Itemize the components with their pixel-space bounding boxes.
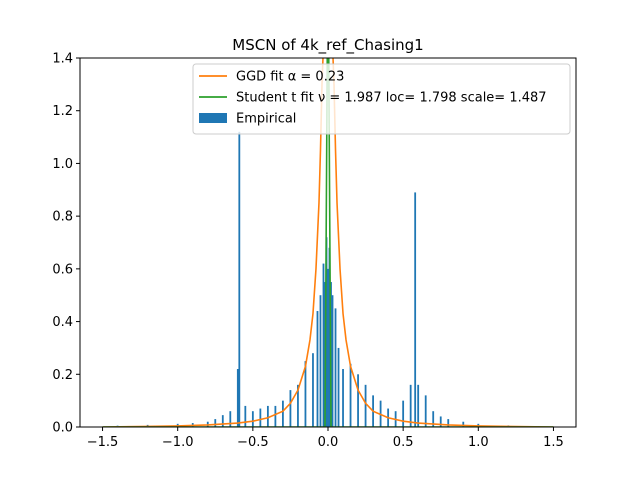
y-tick-label: 1.4 xyxy=(52,52,73,67)
histogram-bar xyxy=(334,308,337,427)
histogram-bar xyxy=(322,263,325,427)
x-tick-label: 1.0 xyxy=(468,435,489,450)
histogram-bar xyxy=(424,395,427,427)
chart-title: MSCN of 4k_ref_Chasing1 xyxy=(232,36,423,55)
histogram-bar xyxy=(274,405,277,427)
histogram-bar xyxy=(259,408,262,427)
x-tick-label: 0.0 xyxy=(318,435,339,450)
histogram-bar xyxy=(462,421,465,427)
y-tick-label: 0.0 xyxy=(52,421,73,436)
histogram-bar xyxy=(304,361,307,427)
legend-label: GGD fit α = 0.23 xyxy=(236,70,344,85)
histogram-bar xyxy=(331,295,334,427)
y-tick-label: 0.4 xyxy=(52,315,73,330)
histogram-bar xyxy=(238,131,241,427)
y-tick-label: 1.2 xyxy=(52,104,73,119)
histogram-bar xyxy=(251,411,254,427)
histogram-bar xyxy=(409,384,412,427)
y-tick-label: 1.0 xyxy=(52,157,73,172)
histogram-bar xyxy=(312,353,314,427)
histogram-bar xyxy=(402,400,405,427)
histogram-bar xyxy=(349,363,352,427)
series-line-1 xyxy=(102,58,554,427)
x-tick-label: −1.0 xyxy=(162,435,194,450)
legend-box xyxy=(192,63,571,135)
legend: GGD fit α = 0.23 Student t fit ν = 1.987 … xyxy=(192,63,571,135)
histogram-bar xyxy=(229,411,232,427)
histogram-bar xyxy=(327,268,329,427)
x-tick-label: −1.5 xyxy=(87,435,119,450)
histogram-bar xyxy=(432,411,435,427)
histogram-bar xyxy=(266,405,269,427)
histogram-bar xyxy=(316,311,319,427)
plot-area xyxy=(102,58,554,427)
histogram-bar xyxy=(447,419,450,427)
histogram-bar xyxy=(364,384,367,427)
histogram-bar xyxy=(282,400,284,427)
histogram-bar xyxy=(342,369,344,427)
histogram-bar xyxy=(221,415,224,427)
histogram-bar xyxy=(214,419,217,427)
histogram-bar xyxy=(337,347,340,427)
y-tick-label: 0.6 xyxy=(52,262,73,277)
histogram-bar xyxy=(414,192,417,427)
legend-swatch-empirical xyxy=(199,113,227,123)
x-tick-label: 0.5 xyxy=(393,435,414,450)
histogram-bar xyxy=(439,416,442,427)
axes: −1.5 −1.0 −0.5 0.0 0.5 1.0 1.5 0.0 0.2 0.4 0.6 0.8 1… xyxy=(52,52,577,450)
histogram-bar xyxy=(289,390,292,427)
histogram-bar xyxy=(328,247,331,427)
histogram-bar xyxy=(357,374,359,427)
histogram-bar xyxy=(417,384,420,427)
histogram-bar xyxy=(244,405,247,427)
legend-label: Student t fit ν = 1.987 loc= 1.798 scale… xyxy=(236,91,547,106)
x-tick-label: 1.5 xyxy=(543,435,564,450)
histogram-bar xyxy=(236,369,239,427)
x-tick-label: −0.5 xyxy=(237,435,269,450)
y-tick-label: 0.8 xyxy=(52,210,73,225)
y-tick-label: 0.2 xyxy=(52,368,73,383)
legend-label: Empirical xyxy=(236,112,296,127)
histogram-bar xyxy=(297,384,299,427)
histogram-bar xyxy=(325,237,328,427)
histogram-bar xyxy=(319,295,322,427)
